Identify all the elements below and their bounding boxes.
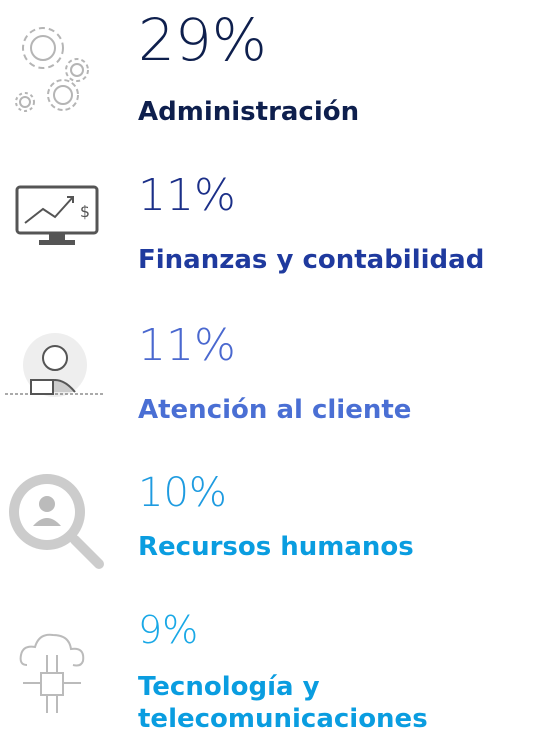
infographic: 29% Administración $ 11% Finanzas y cont… (0, 0, 551, 737)
category-label: Recursos humanos (138, 531, 414, 563)
chip-icon (15, 625, 90, 720)
category-label: Administración (138, 96, 359, 128)
percent: 9% (138, 608, 198, 652)
percent: 29% (138, 6, 267, 74)
category-label: Atención al cliente (138, 394, 411, 426)
svg-text:$: $ (80, 202, 90, 221)
monitor-icon: $ (15, 185, 100, 247)
percent: 11% (138, 320, 236, 371)
category-label: telecomunicaciones (138, 703, 428, 735)
category-label: Tecnología y (138, 671, 320, 703)
category-label: Finanzas y contabilidad (138, 244, 484, 276)
agent-icon (5, 330, 105, 410)
search-icon (5, 470, 105, 570)
gears-icon (5, 20, 105, 130)
percent: 11% (138, 170, 236, 221)
percent: 10% (138, 470, 227, 516)
